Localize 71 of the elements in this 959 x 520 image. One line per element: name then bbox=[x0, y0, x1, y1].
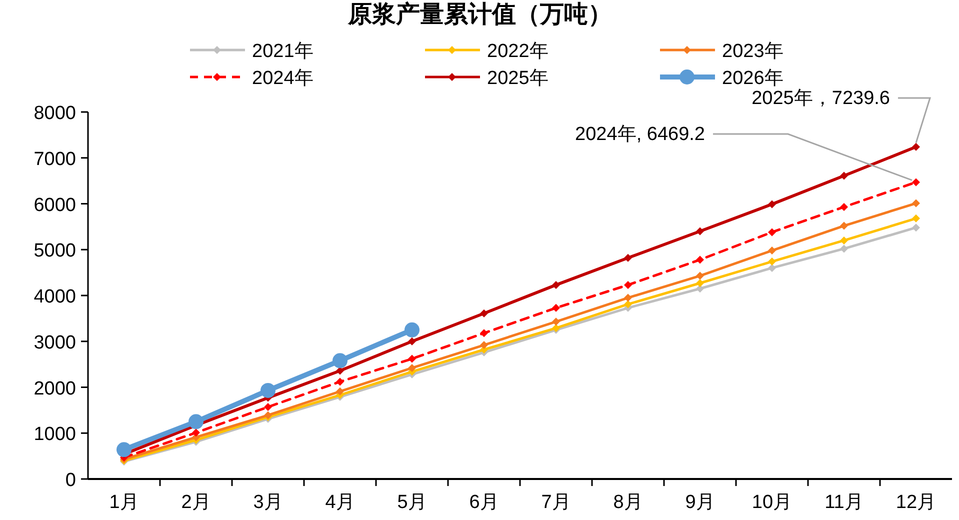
point bbox=[912, 214, 920, 222]
point bbox=[264, 402, 272, 411]
y-tick-label: 7000 bbox=[34, 148, 76, 170]
point bbox=[840, 236, 848, 244]
point bbox=[624, 300, 632, 308]
point bbox=[696, 227, 704, 236]
point bbox=[188, 414, 204, 430]
point bbox=[696, 272, 704, 280]
point bbox=[840, 172, 848, 180]
point bbox=[768, 264, 776, 272]
x-tick-label: 7月 bbox=[541, 492, 571, 513]
point bbox=[552, 304, 560, 312]
point bbox=[408, 337, 416, 346]
x-tick-label: 8月 bbox=[613, 492, 643, 513]
x-tick-label: 11月 bbox=[824, 492, 864, 513]
point bbox=[336, 387, 344, 396]
y-tick-label: 5000 bbox=[34, 240, 76, 262]
x-tick-label: 1月 bbox=[109, 492, 139, 513]
x-tick-label: 4月 bbox=[325, 492, 355, 513]
y-tick-label: 3000 bbox=[34, 332, 76, 354]
point bbox=[768, 200, 776, 208]
point bbox=[624, 280, 632, 289]
point bbox=[260, 382, 276, 398]
point bbox=[912, 199, 920, 208]
point bbox=[552, 280, 560, 289]
point bbox=[116, 442, 132, 458]
point bbox=[696, 256, 704, 264]
point bbox=[552, 318, 560, 326]
x-tick-label: 12月 bbox=[896, 492, 936, 513]
point bbox=[912, 224, 920, 232]
legend-label: 2023年 bbox=[722, 41, 784, 62]
legend-label: 2026年 bbox=[722, 68, 784, 89]
point bbox=[336, 378, 344, 386]
legend-label: 2025年 bbox=[487, 68, 548, 89]
y-tick-label: 6000 bbox=[34, 194, 76, 216]
point bbox=[480, 309, 488, 318]
annotation: 2025年，7239.6 bbox=[752, 88, 890, 109]
legend-label: 2024年 bbox=[252, 68, 314, 89]
point bbox=[404, 322, 420, 338]
point bbox=[480, 329, 488, 338]
y-tick-label: 8000 bbox=[34, 103, 76, 124]
point bbox=[768, 228, 776, 236]
x-tick-label: 3月 bbox=[253, 492, 283, 513]
point bbox=[624, 294, 632, 302]
point bbox=[332, 353, 348, 368]
y-tick-label: 0 bbox=[65, 470, 76, 491]
point bbox=[840, 244, 848, 253]
x-tick-label: 9月 bbox=[685, 492, 715, 513]
point bbox=[624, 254, 632, 262]
point bbox=[192, 428, 200, 437]
point bbox=[912, 178, 920, 186]
annotation: 2024年, 6469.2 bbox=[575, 124, 705, 145]
y-tick-label: 1000 bbox=[34, 424, 76, 446]
point bbox=[768, 258, 776, 266]
point bbox=[480, 341, 488, 350]
point bbox=[408, 364, 416, 372]
x-tick-label: 2月 bbox=[181, 492, 211, 513]
point bbox=[840, 222, 848, 230]
y-tick-label: 4000 bbox=[34, 286, 76, 308]
legend-label: 2021年 bbox=[252, 41, 314, 62]
point bbox=[408, 354, 416, 363]
x-tick-label: 10月 bbox=[752, 492, 792, 513]
point bbox=[840, 202, 848, 211]
x-tick-label: 6月 bbox=[469, 492, 499, 513]
chart-title: 原浆产量累计值（万吨） bbox=[347, 1, 612, 28]
point bbox=[768, 246, 776, 255]
point bbox=[696, 279, 704, 288]
y-tick-label: 2000 bbox=[34, 378, 76, 400]
point bbox=[912, 142, 920, 151]
legend-label: 2022年 bbox=[487, 41, 548, 62]
x-tick-label: 5月 bbox=[397, 492, 427, 513]
